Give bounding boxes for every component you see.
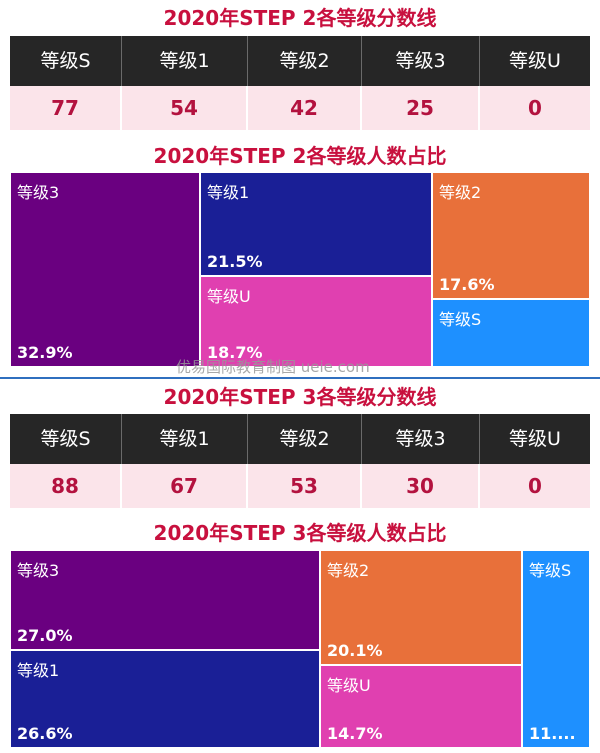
treemap-cell-value: 14.7% — [327, 724, 383, 743]
treemap-cell-value: 11.... — [529, 724, 576, 743]
table-value-cell: 0 — [480, 86, 590, 130]
treemap-cell-label: 等级3 — [17, 561, 60, 580]
table-header-cell: 等级S — [10, 414, 122, 464]
step2-score-table: 等级S 等级1 等级2 等级3 等级U 77 54 42 25 0 — [10, 36, 590, 130]
table-header-cell: 等级U — [480, 414, 590, 464]
table-header-cell: 等级1 — [122, 414, 248, 464]
step2-score-title: 2020年STEP 2各等级分数线 — [163, 6, 437, 30]
treemap-cell-label: 等级U — [327, 676, 371, 695]
table-value-cell: 77 — [10, 86, 122, 130]
table-value-cell: 67 — [122, 464, 248, 508]
table-header-cell: 等级3 — [362, 36, 480, 86]
watermark-text: 优易国际教育制图 ueie.com — [176, 358, 370, 376]
treemap-cell-label: 等级2 — [439, 183, 482, 202]
step3-score-title: 2020年STEP 3各等级分数线 — [163, 385, 437, 409]
treemap-cell-grade3: 等级3 32.9% — [10, 172, 200, 367]
table-value-cell: 42 — [248, 86, 362, 130]
treemap-cell-value: 20.1% — [327, 641, 383, 660]
treemap-cell-grade3: 等级3 27.0% — [10, 550, 320, 650]
treemap-cell-grade1: 等级1 21.5% — [200, 172, 432, 276]
table-value-cell: 25 — [362, 86, 480, 130]
section-divider — [0, 377, 600, 379]
treemap-cell-gradeS: 等级S 11.... — [522, 550, 590, 748]
table-header-cell: 等级S — [10, 36, 122, 86]
treemap-cell-value: 32.9% — [17, 343, 73, 362]
treemap-cell-grade2: 等级2 20.1% — [320, 550, 522, 665]
table-header-cell: 等级3 — [362, 414, 480, 464]
treemap-cell-value: 26.6% — [17, 724, 73, 743]
treemap-cell-label: 等级1 — [17, 661, 60, 680]
treemap-cell-gradeU: 等级U 18.7% — [200, 276, 432, 367]
treemap-cell-label: 等级2 — [327, 561, 370, 580]
treemap-cell-value: 27.0% — [17, 626, 73, 645]
table-header-cell: 等级2 — [248, 414, 362, 464]
treemap-cell-label: 等级1 — [207, 183, 250, 202]
treemap-cell-label: 等级S — [439, 310, 482, 329]
table-header-cell: 等级1 — [122, 36, 248, 86]
treemap-cell-value: 21.5% — [207, 252, 263, 271]
step2-proportion-title: 2020年STEP 2各等级人数占比 — [153, 144, 447, 168]
treemap-cell-value: 18.7% — [207, 343, 263, 362]
table-value-cell: 88 — [10, 464, 122, 508]
treemap-cell-label: 等级S — [529, 561, 572, 580]
step3-score-table: 等级S 等级1 等级2 等级3 等级U 88 67 53 30 0 — [10, 414, 590, 508]
treemap-cell-label: 等级U — [207, 287, 251, 306]
table-value-cell: 0 — [480, 464, 590, 508]
table-value-cell: 53 — [248, 464, 362, 508]
step3-proportion-title: 2020年STEP 3各等级人数占比 — [153, 521, 447, 545]
table-value-cell: 54 — [122, 86, 248, 130]
treemap-cell-gradeU: 等级U 14.7% — [320, 665, 522, 748]
treemap-cell-value: 17.6% — [439, 275, 495, 294]
treemap-cell-grade2: 等级2 17.6% — [432, 172, 590, 299]
table-header-cell: 等级U — [480, 36, 590, 86]
treemap-cell-label: 等级3 — [17, 183, 60, 202]
treemap-cell-gradeS: 等级S — [432, 299, 590, 367]
table-header-cell: 等级2 — [248, 36, 362, 86]
table-value-cell: 30 — [362, 464, 480, 508]
treemap-cell-grade1: 等级1 26.6% — [10, 650, 320, 748]
